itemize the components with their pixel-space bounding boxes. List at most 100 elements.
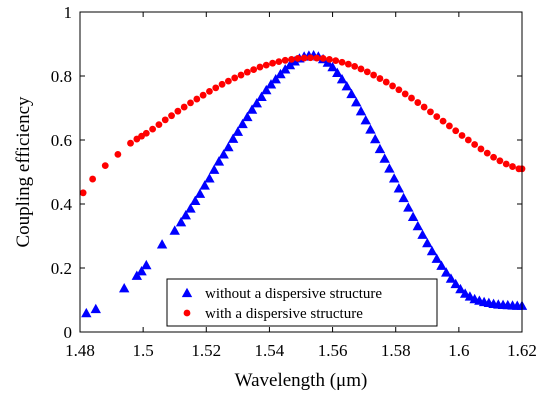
triangle-point <box>374 143 386 154</box>
circle-point <box>281 56 289 64</box>
x-tick-label: 1.5 <box>133 341 154 360</box>
legend-marker-circle <box>183 309 191 317</box>
triangle-point <box>436 260 447 270</box>
triangle-point <box>81 307 92 318</box>
triangle-point <box>141 259 152 270</box>
triangle-point <box>169 225 180 235</box>
triangle-point <box>379 153 390 163</box>
triangle-point <box>208 164 220 174</box>
triangle-point <box>336 74 348 84</box>
circle-point <box>464 136 472 144</box>
triangle-point <box>441 267 452 277</box>
triangle-point <box>156 239 168 249</box>
triangle-point <box>190 195 201 205</box>
circle-point <box>319 55 327 62</box>
triangle-point <box>227 133 239 143</box>
x-tick-label: 1.56 <box>318 341 348 360</box>
circle-point <box>452 127 460 135</box>
triangle-point <box>455 283 466 294</box>
x-tick-label: 1.62 <box>507 341 537 360</box>
triangle-point <box>194 188 206 198</box>
legend-label-without-structure: without a dispersive structure <box>205 286 382 302</box>
triangle-point <box>360 114 371 125</box>
y-tick-label: 0.4 <box>51 195 73 214</box>
triangle-point <box>346 88 357 99</box>
circle-point <box>180 103 188 111</box>
triangle-point <box>369 133 381 144</box>
circle-point <box>395 86 403 94</box>
legend-marker-triangle <box>181 287 193 298</box>
circle-point <box>275 58 283 65</box>
circle-point <box>338 58 346 66</box>
x-tick-label: 1.54 <box>255 341 285 360</box>
circle-point <box>363 68 371 76</box>
triangle-point <box>355 106 367 116</box>
plot-frame <box>79 11 523 333</box>
triangle-point <box>365 124 376 134</box>
series-with-structure <box>79 54 526 197</box>
circle-point <box>142 129 150 137</box>
circle-point <box>502 160 510 168</box>
triangle-point <box>185 203 196 213</box>
circle-point <box>445 122 453 130</box>
triangle-point <box>265 79 277 89</box>
x-tick-label: 1.48 <box>65 341 95 360</box>
circle-point <box>256 63 264 71</box>
triangle-point <box>199 180 210 190</box>
circle-point <box>269 59 276 67</box>
triangle-point <box>289 56 300 66</box>
circle-point <box>218 80 226 88</box>
triangle-point <box>275 68 286 79</box>
y-tick-label: 0.2 <box>51 259 72 278</box>
y-tick-label: 0.8 <box>51 67 72 86</box>
y-tick-label: 1 <box>64 3 73 22</box>
circle-point <box>408 94 415 102</box>
y-tick-label: 0 <box>64 323 73 342</box>
triangle-point <box>398 192 409 203</box>
circle-point <box>127 139 134 147</box>
legend: without a dispersive structure with a di… <box>166 278 438 327</box>
triangle-point <box>251 98 262 108</box>
triangle-point <box>204 173 215 183</box>
circle-point <box>199 91 207 99</box>
legend-triangle-symbol <box>181 287 193 298</box>
circle-point <box>351 63 359 70</box>
legend-label-with-structure: with a dispersive structure <box>205 306 363 322</box>
circle-point <box>300 54 308 62</box>
circle-point <box>370 71 378 79</box>
circle-point <box>161 116 169 124</box>
circle-point <box>174 107 182 115</box>
circle-point <box>168 112 175 120</box>
circle-point <box>212 84 220 92</box>
triangle-point <box>431 253 442 263</box>
legend-box <box>166 278 438 327</box>
circle-point <box>420 103 428 111</box>
x-tick-label: 1.52 <box>191 341 221 360</box>
data-marks <box>79 50 528 318</box>
axis-ticks <box>79 11 523 333</box>
triangle-point <box>426 245 438 256</box>
circle-point <box>414 99 422 106</box>
legend-circle-symbol <box>183 309 191 317</box>
circle-point <box>262 61 270 69</box>
x-tick-label: 1.58 <box>381 341 411 360</box>
circle-point <box>401 90 409 98</box>
circle-point <box>101 162 109 170</box>
triangle-point <box>256 91 267 101</box>
circle-point <box>193 95 201 103</box>
y-axis-label: Coupling efficiency <box>13 96 34 248</box>
triangle-point <box>119 282 130 293</box>
circle-point <box>79 189 87 197</box>
circle-point <box>231 74 239 82</box>
triangle-point <box>213 156 225 166</box>
triangle-point <box>237 118 248 129</box>
circle-point <box>509 163 516 170</box>
circle-point <box>89 175 97 183</box>
triangle-point <box>412 220 424 231</box>
triangle-point <box>332 67 343 77</box>
triangle-point <box>246 104 258 114</box>
circle-point <box>433 113 441 121</box>
circle-point <box>382 78 390 86</box>
